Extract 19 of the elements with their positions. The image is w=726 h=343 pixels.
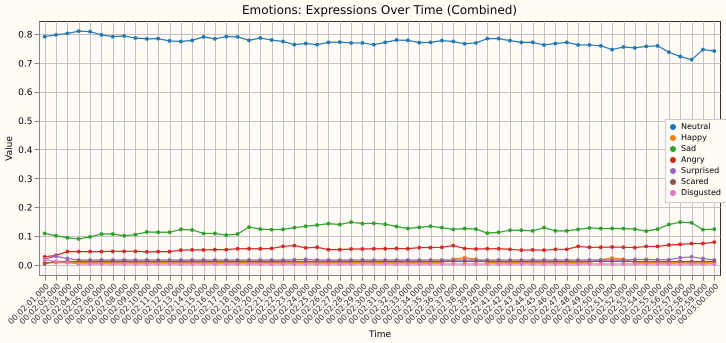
y-tick-label: 0.6 (18, 88, 33, 98)
legend-label: Disgusted (681, 188, 722, 197)
y-tick-label: 0.7 (18, 59, 32, 70)
y-tick-label: 0.3 (18, 174, 32, 185)
legend-label: Scared (681, 177, 708, 186)
legend-label: Surprised (681, 166, 720, 175)
legend-label: Neutral (681, 122, 711, 131)
y-tick-label: 0.8 (18, 30, 33, 40)
legend-label: Sad (681, 144, 696, 153)
y-tick-label: 0.1 (18, 232, 32, 243)
legend-label: Angry (681, 155, 705, 164)
y-tick-label: 0.4 (18, 146, 33, 156)
y-tick-label: 0.5 (18, 117, 32, 128)
y-axis-title: Value (5, 136, 16, 161)
legend-label: Happy (681, 133, 708, 142)
chart-title: Emotions: Expressions Over Time (Combined) (242, 3, 518, 17)
y-tick-label: 0.2 (18, 204, 32, 214)
x-axis-title: Time (368, 330, 392, 340)
y-tick-label: 0.0 (18, 261, 33, 272)
